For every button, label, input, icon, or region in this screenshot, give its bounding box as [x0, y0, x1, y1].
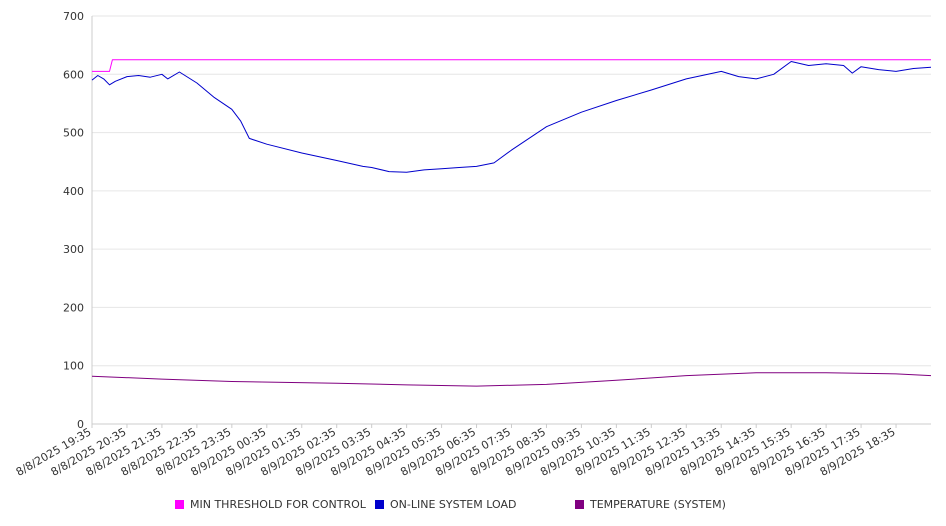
legend: MIN THRESHOLD FOR CONTROL ON-LINE SYSTEM… [0, 498, 946, 514]
legend-item-threshold[interactable]: MIN THRESHOLD FOR CONTROL [175, 498, 366, 511]
axes [91, 16, 931, 425]
y-tick-label-600: 600 [63, 68, 84, 81]
y-tick-label-500: 500 [63, 127, 84, 140]
legend-label-temperature: TEMPERATURE (SYSTEM) [590, 498, 726, 511]
x-tick-labels: 8/8/2025 19:358/8/2025 20:358/8/2025 21:… [14, 424, 898, 479]
legend-item-temperature[interactable]: TEMPERATURE (SYSTEM) [575, 498, 726, 511]
legend-label-threshold: MIN THRESHOLD FOR CONTROL [190, 498, 366, 511]
y-tick-labels: 0 100 200 300 400 500 600 700 [63, 10, 84, 431]
legend-label-system-load: ON-LINE SYSTEM LOAD [390, 498, 517, 511]
y-tick-label-300: 300 [63, 243, 84, 256]
legend-swatch-temperature [575, 500, 584, 509]
system-load-line [91, 61, 932, 173]
y-tick-label-400: 400 [63, 185, 84, 198]
y-tick-label-0: 0 [77, 418, 84, 431]
legend-swatch-system-load [375, 500, 384, 509]
y-tick-label-700: 700 [63, 10, 84, 23]
legend-item-system-load[interactable]: ON-LINE SYSTEM LOAD [375, 498, 516, 511]
gridlines [92, 15, 931, 367]
threshold-line [92, 59, 931, 72]
series-lines [91, 59, 932, 387]
y-tick-label-100: 100 [63, 360, 84, 373]
legend-swatch-threshold [175, 500, 184, 509]
temperature-line [91, 372, 932, 387]
y-tick-label-200: 200 [63, 301, 84, 314]
